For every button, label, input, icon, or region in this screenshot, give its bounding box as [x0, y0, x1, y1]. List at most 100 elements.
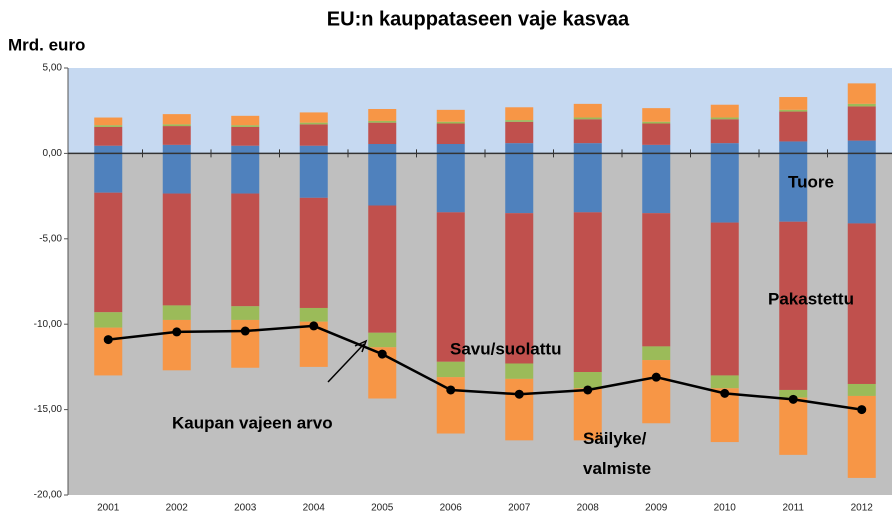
bar-segment: [505, 107, 534, 121]
y-tick-label: -5,00: [39, 233, 62, 244]
chart-title: EU:n kauppataseen vaje kasvaa: [327, 8, 630, 30]
x-tick-label: 2005: [371, 503, 394, 514]
balance-line: [108, 324, 862, 411]
bar-segment: [162, 114, 191, 125]
arrow: [327, 343, 365, 383]
bar-segment: [573, 372, 602, 389]
series-label: Säilyke/ valmiste: [583, 429, 652, 478]
bar-segment: [94, 312, 123, 328]
bar-segment: [299, 307, 328, 322]
bar-segment: [710, 375, 739, 389]
bar-segment: [847, 106, 876, 141]
bar-segment: [710, 153, 739, 223]
bar-segment: [642, 153, 671, 214]
bar-segment: [436, 121, 465, 124]
bar-segment: [436, 144, 465, 154]
bar-segment: [436, 109, 465, 122]
y-tick-label: -20,00: [34, 490, 63, 501]
x-tick-label: 2012: [851, 503, 874, 514]
bar-segment: [573, 212, 602, 373]
bar-segment: [299, 122, 328, 125]
bar-segment: [710, 117, 739, 120]
bar-segment: [299, 153, 328, 198]
bar-segment: [847, 83, 876, 104]
bar-segment: [162, 126, 191, 145]
bar-segment: [436, 153, 465, 213]
bar-segment: [779, 111, 808, 142]
line-layer: [103, 321, 867, 415]
bar-segment: [94, 125, 123, 127]
bar-segment: [231, 193, 260, 307]
bar-segment: [368, 144, 397, 154]
plot-background: [68, 68, 892, 495]
bar-segment: [779, 221, 808, 390]
axes: 5,00 0,00 -5,00 -10,00 -15,00 -20,00 2001 2002 2…: [34, 63, 892, 514]
bar-segment: [779, 97, 808, 110]
balance-point: [446, 385, 456, 395]
bar-segment: [642, 108, 671, 122]
bar-segment: [847, 103, 876, 107]
bar-segment: [94, 327, 123, 376]
bar-segment: [779, 397, 808, 455]
bar-segment: [368, 108, 397, 121]
bar-segment: [162, 193, 191, 306]
bar-segment: [505, 120, 534, 122]
bar-segment: [94, 126, 123, 146]
bar-segment: [162, 124, 191, 127]
bar-segment: [573, 117, 602, 120]
x-tick-label: 2001: [97, 503, 120, 514]
bar-segment: [162, 305, 191, 320]
balance-point: [857, 405, 867, 415]
bar-segment: [162, 153, 191, 194]
bar-segment: [299, 145, 328, 154]
x-tick-label: 2011: [782, 503, 804, 514]
balance-point: [514, 389, 524, 399]
bar-segment: [710, 104, 739, 118]
bar-segment: [642, 144, 671, 154]
positive-area: [68, 68, 892, 154]
series-label: Savu/suolattu: [450, 339, 561, 358]
bar-segment: [94, 153, 123, 193]
bar-segment: [573, 143, 602, 154]
bar-segment: [368, 153, 397, 206]
bar-segment: [94, 192, 123, 313]
bar-segment: [847, 153, 876, 224]
x-tick-label: 2002: [166, 503, 189, 514]
balance-point: [309, 321, 319, 331]
bar-segment: [299, 197, 328, 308]
bar-segment: [368, 122, 397, 145]
balance-point: [720, 388, 730, 398]
bar-segment: [642, 123, 671, 145]
balance-point: [788, 394, 798, 404]
bar-segment: [710, 119, 739, 144]
bar-segment: [368, 205, 397, 333]
bar-segment: [231, 153, 260, 194]
bar-segment: [231, 145, 260, 154]
bar-segment: [642, 121, 671, 124]
bar-segment: [779, 109, 808, 112]
line-label: Kaupan vajeen arvo: [172, 413, 333, 432]
balance-point: [103, 335, 113, 345]
bar-segment: [847, 383, 876, 396]
bar-segment: [162, 144, 191, 154]
bar-segment: [505, 153, 534, 214]
bar-segment: [299, 112, 328, 123]
x-tick-label: 2006: [440, 503, 463, 514]
x-tick-label: 2004: [303, 503, 326, 514]
bar-segment: [231, 306, 260, 320]
bar-segment: [779, 141, 808, 154]
bar-segment: [231, 126, 260, 146]
balance-point: [377, 349, 387, 359]
bar-segment: [642, 360, 671, 424]
bar-segment: [505, 378, 534, 441]
series-label: Tuore: [788, 172, 834, 191]
bar-segment: [847, 140, 876, 154]
x-tick-label: 2007: [508, 503, 531, 514]
bar-segment: [436, 212, 465, 362]
bar-segment: [779, 153, 808, 222]
bar-segment: [573, 103, 602, 118]
balance-point: [240, 326, 250, 336]
balance-point: [651, 372, 661, 382]
